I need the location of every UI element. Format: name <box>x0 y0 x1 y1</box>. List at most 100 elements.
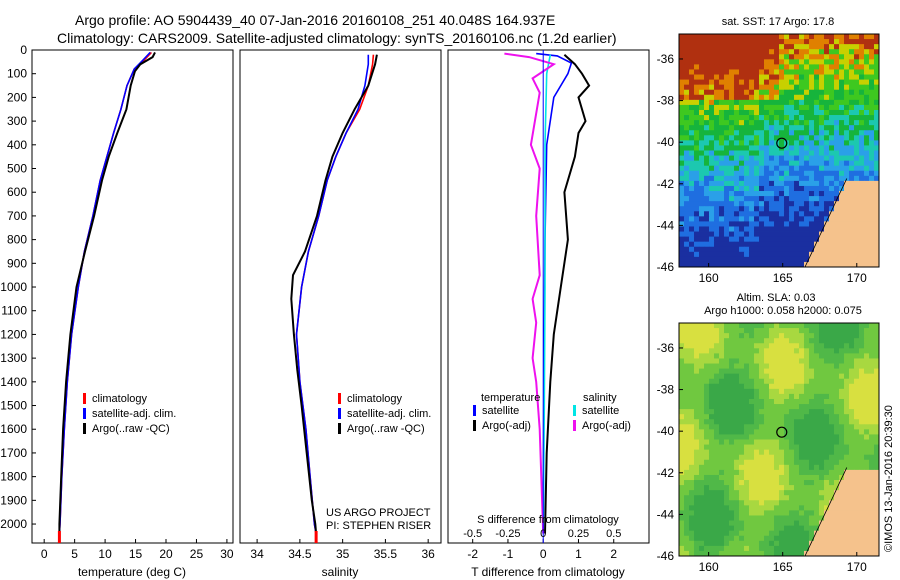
map-cell <box>874 130 880 136</box>
map-cell <box>699 115 705 121</box>
map-cell <box>724 241 730 248</box>
map-cell <box>799 323 805 329</box>
map-cell <box>839 221 845 227</box>
map-cell <box>764 145 770 151</box>
map-cell <box>709 74 715 80</box>
map-cell <box>829 439 835 445</box>
map-cell <box>809 185 815 192</box>
map-cell <box>804 333 810 339</box>
map-cell <box>824 429 830 435</box>
map-cell <box>704 180 710 187</box>
map-cell <box>714 429 720 435</box>
map-cell <box>789 135 795 141</box>
map-cell <box>809 495 815 501</box>
map-cell <box>809 404 815 410</box>
map-cell <box>759 64 765 70</box>
map-cell <box>859 150 865 156</box>
map-cell <box>769 94 775 101</box>
map-cell <box>739 79 745 86</box>
map-cell <box>764 393 770 400</box>
map-cell <box>724 246 730 253</box>
map-cell <box>839 515 845 521</box>
map-cell <box>684 525 690 532</box>
map-cell <box>749 201 755 207</box>
map-cell <box>689 429 695 435</box>
map-cell <box>709 464 715 471</box>
map-cell <box>739 89 745 96</box>
map-cell <box>789 540 795 547</box>
map-cell <box>729 59 735 65</box>
map-cell <box>789 120 795 126</box>
map-cell <box>769 99 775 106</box>
map-cell <box>809 79 815 86</box>
map-cell <box>709 246 715 253</box>
map-cell <box>824 69 830 75</box>
map-cell <box>724 34 730 40</box>
map-cell <box>849 226 855 232</box>
map-cell <box>834 231 840 238</box>
map-cell <box>844 54 850 60</box>
map-cell <box>699 39 705 45</box>
map-cell <box>864 439 870 445</box>
map-cell <box>744 206 750 212</box>
map-cell <box>859 434 865 440</box>
map-cell <box>679 505 685 511</box>
map-cell <box>834 165 840 172</box>
map-cell <box>744 69 750 75</box>
map-cell <box>849 120 855 126</box>
map-cell <box>684 540 690 547</box>
map-cell <box>734 353 740 359</box>
map-cell <box>689 469 695 476</box>
map-cell <box>734 145 740 151</box>
map-cell <box>874 34 880 40</box>
map-cell <box>759 94 765 101</box>
map-cell <box>734 84 740 91</box>
map-cell <box>769 480 775 486</box>
map-cell <box>719 191 725 197</box>
map-cell <box>809 89 815 96</box>
map-cell <box>734 323 740 329</box>
map-cell <box>689 373 695 380</box>
map-cell <box>784 150 790 156</box>
map-cell <box>774 246 780 253</box>
map-cell <box>729 256 735 263</box>
map-cell <box>854 545 860 552</box>
map-cell <box>814 241 820 248</box>
map-cell <box>749 115 755 121</box>
temperature-axes-frame <box>31 49 234 544</box>
map-cell <box>799 398 805 405</box>
legend-swatch <box>83 408 86 419</box>
map-cell <box>789 510 795 516</box>
map-cell <box>779 69 785 75</box>
map-cell <box>799 94 805 101</box>
map-cell <box>874 39 880 45</box>
map-cell <box>699 160 705 167</box>
project-annotation-line-1: US ARGO PROJECT <box>326 507 431 519</box>
map-cell <box>809 49 815 55</box>
map-cell <box>839 206 845 212</box>
map-cell <box>804 201 810 207</box>
map-cell <box>769 515 775 521</box>
map-cell <box>774 211 780 217</box>
map-cell <box>829 216 835 222</box>
map-cell <box>679 393 685 400</box>
map-cell <box>694 236 700 243</box>
map-cell <box>754 510 760 516</box>
map-cell <box>729 449 735 456</box>
map-cell <box>739 135 745 141</box>
map-cell <box>719 99 725 106</box>
map-cell <box>814 175 820 182</box>
map-cell <box>704 226 710 232</box>
map-cell <box>694 251 700 258</box>
map-cell <box>779 120 785 126</box>
map-cell <box>804 115 810 121</box>
map-cell <box>744 434 750 440</box>
map-cell <box>809 363 815 369</box>
map-cell <box>829 175 835 182</box>
map-cell <box>859 104 865 111</box>
depth-tick-label: 900 <box>7 256 27 270</box>
map-cell <box>724 358 730 364</box>
legend-title-temperature: temperature <box>481 392 540 404</box>
map-cell <box>729 495 735 501</box>
map-cell <box>749 328 755 334</box>
